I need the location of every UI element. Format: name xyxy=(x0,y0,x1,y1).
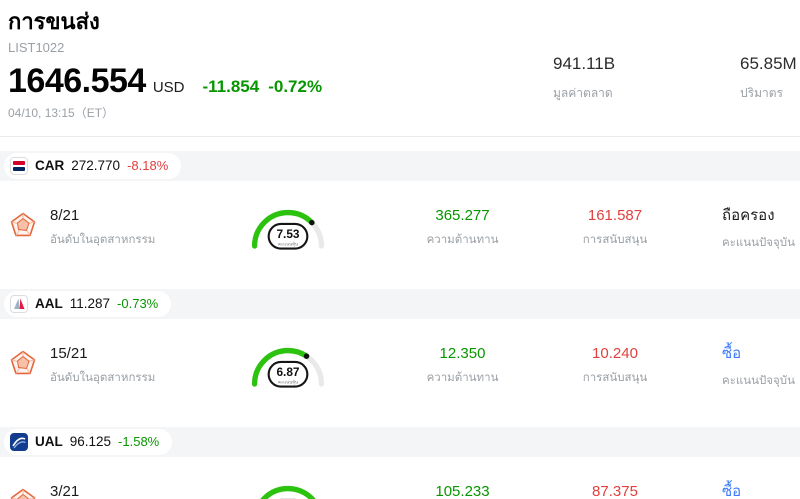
rank-value: 15/21 xyxy=(50,344,88,362)
stock-price: 11.287 xyxy=(69,296,111,311)
score-value: 7.53 xyxy=(276,227,299,241)
gauge-cell: 8.15 คะแนนหุ้น xyxy=(210,478,365,499)
volume-value: 65.85M xyxy=(740,54,797,73)
support-cell: 161.587 การสนับสนุน xyxy=(560,207,670,249)
index-price-line: 1646.554 USD -11.854 -0.72% xyxy=(8,62,792,101)
signal-cell: ซื้อ คะแนนปัจจุบัน xyxy=(670,341,800,390)
score-gauge: 7.53 คะแนนหุ้น xyxy=(251,209,324,250)
score-label: คะแนนหุ้น xyxy=(278,242,298,248)
volume-stat: 65.85M ปริมาตร xyxy=(740,54,797,103)
signal-label: คะแนนปัจจุบัน xyxy=(722,375,795,387)
rank-label: อันดับในอุตสาหกรรม xyxy=(50,371,156,384)
support-cell: 10.240 การสนับสนุน xyxy=(560,345,670,387)
score-gauge: 6.87 คะแนนหุ้น xyxy=(251,347,324,388)
stock-change: -8.18% xyxy=(127,158,169,173)
rank-value: 8/21 xyxy=(50,206,80,224)
resistance-cell: 12.350 ความต้านทาน xyxy=(365,345,560,387)
radar-icon xyxy=(8,348,50,383)
resistance-value: 365.277 xyxy=(435,206,490,224)
radar-icon xyxy=(8,486,50,499)
resistance-value: 105.233 xyxy=(435,482,490,499)
ticker: UAL xyxy=(35,434,63,449)
rank-cell: 8/21 อันดับในอุตสาหกรรม xyxy=(50,207,210,249)
signal-label: คะแนนปัจจุบัน xyxy=(722,237,795,249)
index-code: LIST1022 xyxy=(8,39,65,55)
stock-header-ual[interactable]: UAL 96.125 -1.58% xyxy=(4,428,173,455)
support-value: 87.375 xyxy=(592,482,638,499)
gauge-cell: 6.87 คะแนนหุ้น xyxy=(210,340,365,391)
volume-label: ปริมาตร xyxy=(740,86,783,100)
stock-price: 272.770 xyxy=(71,158,121,173)
signal-value: ซื้อ xyxy=(722,483,742,499)
support-label: การสนับสนุน xyxy=(582,371,648,384)
score-gauge: 8.15 คะแนนหุ้น xyxy=(259,485,316,499)
market-cap-value: 941.11B xyxy=(553,54,616,73)
resistance-cell: 365.277 ความต้านทาน xyxy=(365,207,560,249)
header: การขนส่ง LIST1022 1646.554 USD -11.854 -… xyxy=(0,0,800,121)
support-label: การสนับสนุน xyxy=(582,233,648,246)
header-divider xyxy=(0,135,800,137)
stock-row-aal[interactable]: 15/21 อันดับในอุตสาหกรรม 6.87 คะแนนหุ้น … xyxy=(0,319,800,413)
stock-header-car[interactable]: CAR 272.770 -8.18% xyxy=(4,152,182,179)
signal-value: ซื้อ xyxy=(722,345,742,362)
ticker: AAL xyxy=(35,296,63,311)
signal-value: ถือครอง xyxy=(722,207,775,224)
stock-section-aal: AAL 11.287 -0.73% 15/21 อันดับในอุตสาหกร… xyxy=(0,288,800,413)
signal-cell: ซื้อ คะแนนปัจจุบัน xyxy=(670,479,800,499)
stock-price: 96.125 xyxy=(69,434,112,449)
stock-strip-car: CAR 272.770 -8.18% xyxy=(0,150,800,181)
stock-row-car[interactable]: 8/21 อันดับในอุตสาหกรรม 7.53 คะแนนหุ้น 3… xyxy=(0,181,800,275)
resistance-value: 12.350 xyxy=(439,344,486,362)
score-value: 6.87 xyxy=(276,365,299,379)
index-change: -11.854 xyxy=(202,76,260,96)
ual-logo-icon xyxy=(10,432,28,451)
support-value: 10.240 xyxy=(592,344,638,362)
signal-cell: ถือครอง คะแนนปัจจุบัน xyxy=(670,203,800,252)
page-title: การขนส่ง xyxy=(8,9,100,34)
score-label: คะแนนหุ้น xyxy=(278,380,298,386)
stock-section-ual: UAL 96.125 -1.58% 3/21 อันดับในอุตสาหกรร… xyxy=(0,426,800,499)
radar-icon xyxy=(8,210,50,245)
rank-value: 3/21 xyxy=(50,482,80,499)
resistance-cell: 105.233 ความต้านทาน xyxy=(365,483,560,499)
rank-cell: 15/21 อันดับในอุตสาหกรรม xyxy=(50,345,210,387)
stock-header-aal[interactable]: AAL 11.287 -0.73% xyxy=(4,290,172,317)
resistance-label: ความต้านทาน xyxy=(426,371,499,384)
ticker: CAR xyxy=(35,158,65,173)
stock-section-car: CAR 272.770 -8.18% 8/21 อันดับในอุตสาหกร… xyxy=(0,150,800,275)
stock-row-ual[interactable]: 3/21 อันดับในอุตสาหกรรม 8.15 คะแนนหุ้น 1… xyxy=(0,457,800,499)
stock-change: -0.73% xyxy=(117,296,159,311)
rank-label: อันดับในอุตสาหกรรม xyxy=(50,233,156,246)
support-cell: 87.375 การสนับสนุน xyxy=(560,483,670,499)
resistance-label: ความต้านทาน xyxy=(426,233,499,246)
currency-label: USD xyxy=(152,78,185,96)
support-value: 161.587 xyxy=(587,206,643,224)
index-change-percent: -0.72% xyxy=(268,76,323,96)
quote-timestamp: 04/10, 13:15（ET） xyxy=(8,105,115,120)
car-logo-icon xyxy=(10,156,28,175)
stock-strip-aal: AAL 11.287 -0.73% xyxy=(0,288,800,319)
gauge-cell: 7.53 คะแนนหุ้น xyxy=(210,202,365,253)
market-cap-stat: 941.11B มูลค่าตลาด xyxy=(553,54,615,103)
market-cap-label: มูลค่าตลาด xyxy=(553,86,613,100)
stock-change: -1.58% xyxy=(118,434,160,449)
stock-strip-ual: UAL 96.125 -1.58% xyxy=(0,426,800,457)
rank-cell: 3/21 อันดับในอุตสาหกรรม xyxy=(50,483,210,499)
aal-logo-icon xyxy=(10,294,28,313)
index-price: 1646.554 xyxy=(8,61,146,100)
